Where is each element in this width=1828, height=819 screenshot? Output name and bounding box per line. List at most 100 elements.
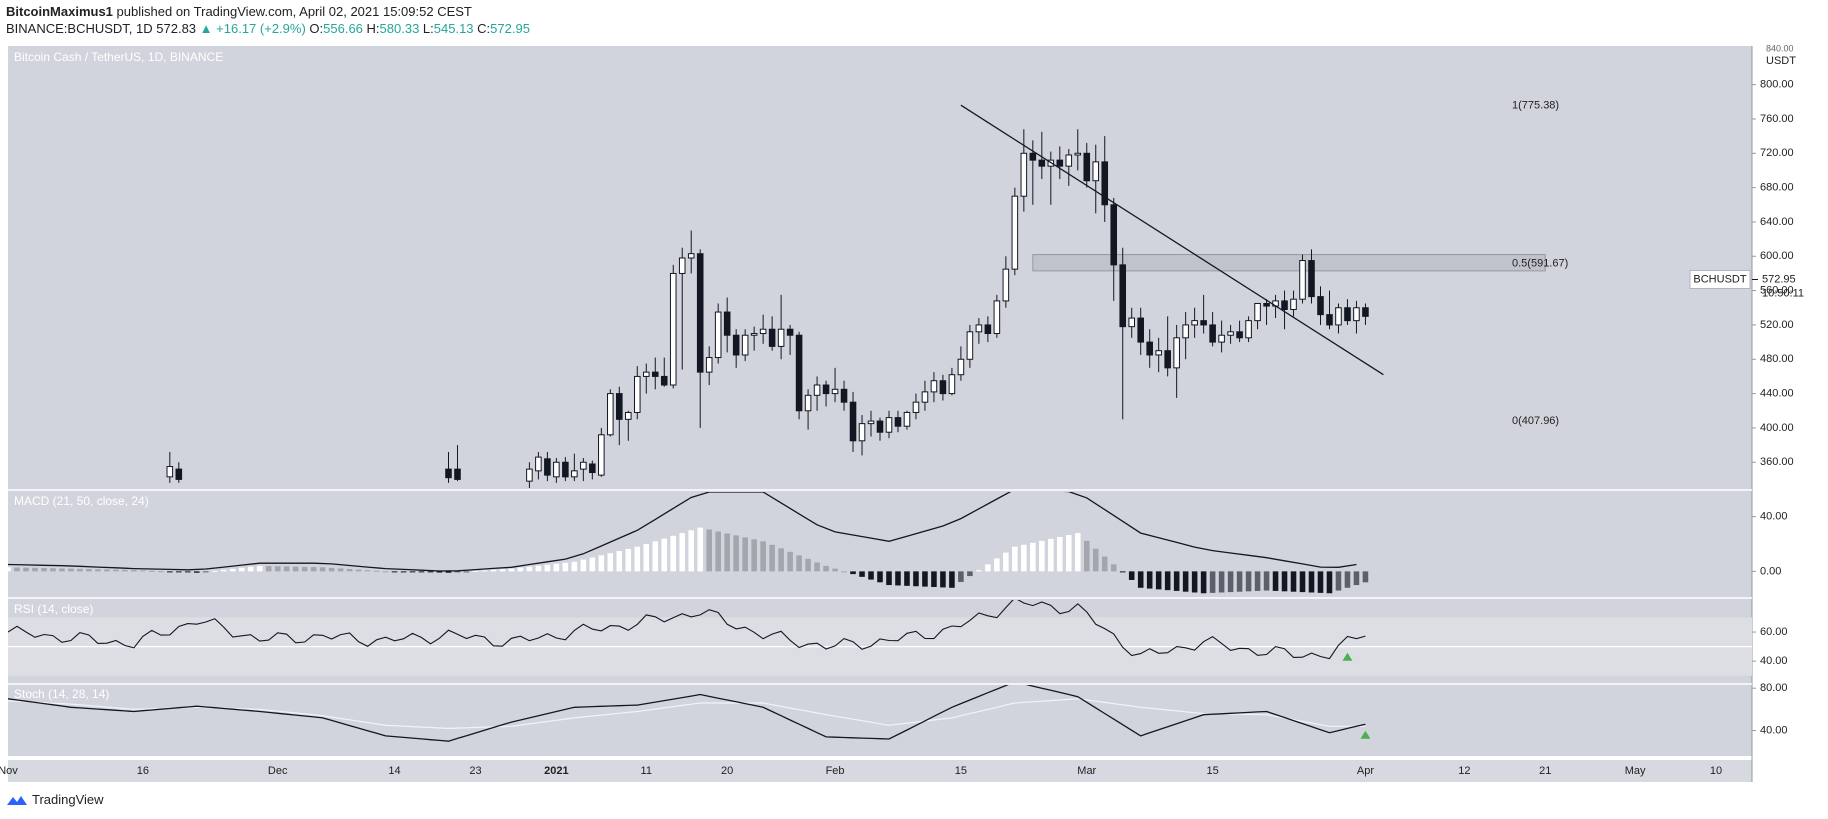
candle-body — [580, 461, 587, 470]
time-tick-label: 23 — [469, 765, 481, 777]
macd-pane-title: MACD (21, 50, close, 24) — [14, 494, 149, 508]
macd-histogram-bar — [1030, 542, 1036, 572]
macd-histogram-bar — [158, 571, 164, 573]
chart-canvas[interactable]: 360.00 400.00 440.00 480.00 520.00 560.00 600.… — [0, 42, 1828, 784]
macd-histogram-bar — [1362, 571, 1369, 583]
symbol-badge-label: BCHUSDT — [1693, 273, 1746, 285]
macd-histogram-bar — [1065, 535, 1072, 572]
macd-histogram-bar — [1254, 571, 1261, 591]
candle-body — [1299, 260, 1306, 300]
macd-histogram-bar — [1182, 571, 1189, 592]
macd-histogram-bar — [769, 544, 775, 572]
candle-body — [1209, 324, 1216, 343]
candle-body — [1137, 317, 1144, 343]
candle-body — [1227, 331, 1234, 336]
macd-histogram-bar — [895, 571, 901, 586]
macd-histogram-bar — [95, 569, 101, 572]
candle-body — [732, 334, 740, 356]
rsi-tick-label: 40.00 — [1760, 655, 1788, 667]
macd-histogram-bar — [949, 571, 955, 588]
macd-histogram-bar — [1021, 544, 1027, 572]
macd-histogram-bar — [499, 569, 506, 572]
time-tick-label: Feb — [826, 765, 845, 777]
macd-histogram-bar — [68, 568, 74, 572]
candle-body — [589, 463, 596, 474]
macd-histogram-bar — [1092, 548, 1099, 572]
macd-histogram-bar — [274, 566, 281, 572]
macd-histogram-bar — [760, 541, 766, 572]
macd-histogram-bar — [787, 551, 793, 572]
candle-body — [1236, 331, 1243, 339]
macd-histogram-bar — [346, 569, 353, 572]
high-label: H: — [366, 21, 380, 36]
macd-histogram-bar — [553, 563, 560, 572]
macd-histogram-bar — [733, 535, 739, 572]
macd-histogram-bar — [1164, 571, 1171, 591]
macd-histogram-bar — [292, 566, 299, 572]
candle-body — [598, 434, 605, 476]
price-tick-label: 680.00 — [1760, 182, 1794, 194]
macd-histogram-bar — [1083, 540, 1090, 572]
candle-body — [1056, 159, 1064, 167]
macd-histogram-bar — [1227, 571, 1234, 593]
rsi-bullish-divergence-marker — [1342, 652, 1353, 661]
candle-body — [1038, 159, 1046, 167]
candle-body — [1245, 320, 1252, 339]
macd-histogram-bar — [1003, 552, 1009, 572]
macd-histogram-bar — [670, 535, 677, 572]
macd-histogram-bar — [355, 569, 362, 572]
candle-body — [1101, 161, 1109, 206]
candle-body — [759, 328, 767, 335]
candle-body — [1335, 307, 1342, 326]
price-pane-title: Bitcoin Cash / TetherUS, 1D, BINANCE — [14, 50, 223, 64]
macd-histogram-bar — [167, 571, 173, 573]
symbol-badge — [1689, 269, 1751, 289]
footer-brand[interactable]: TradingView — [32, 792, 104, 807]
macd-histogram-bar — [364, 570, 371, 572]
macd-histogram-bar — [625, 548, 632, 572]
tradingview-logo-icon[interactable] — [6, 793, 28, 807]
time-tick-label: 20 — [721, 765, 733, 777]
candle-body — [1344, 307, 1351, 322]
candle-body — [984, 324, 992, 335]
macd-histogram-bar — [113, 569, 119, 572]
macd-histogram-bar — [841, 571, 847, 573]
macd-histogram-bar — [131, 570, 137, 572]
macd-histogram-bar — [823, 565, 829, 572]
macd-histogram-bar — [1039, 540, 1045, 572]
macd-histogram-bar — [50, 568, 56, 572]
macd-histogram-bar — [193, 571, 200, 573]
macd-histogram-bar — [319, 567, 326, 572]
macd-histogram-bar — [481, 570, 488, 572]
macd-histogram-bar — [1272, 571, 1279, 591]
candle-body — [544, 458, 551, 476]
footer: TradingView — [6, 792, 104, 807]
candle-body — [571, 470, 578, 478]
macd-histogram-bar — [211, 570, 218, 572]
author-name[interactable]: BitcoinMaximus1 — [6, 4, 113, 19]
macd-histogram-bar — [1263, 571, 1270, 591]
macd-histogram-bar — [418, 571, 425, 573]
fib-level-label: 0.5(591.67) — [1512, 257, 1568, 269]
candle-body — [1002, 268, 1010, 302]
candle-body — [894, 417, 902, 427]
candle-body — [1074, 152, 1082, 156]
descending-trendline — [960, 104, 1384, 376]
macd-histogram-bar — [1128, 571, 1135, 580]
macd-histogram-bar — [1155, 571, 1162, 590]
price-tick-label: 800.00 — [1760, 79, 1794, 91]
price-tick-label: 360.00 — [1760, 456, 1794, 468]
macd-histogram-bar — [1101, 556, 1108, 572]
macd-histogram-bar — [1245, 571, 1252, 592]
candle-body — [625, 411, 632, 420]
time-tick-label: 15 — [1206, 765, 1218, 777]
macd-histogram-bar — [661, 538, 668, 572]
candle-body — [553, 461, 560, 478]
macd-histogram-bar — [1218, 571, 1225, 593]
candle-body — [1065, 154, 1073, 167]
macd-histogram-bar — [1209, 571, 1216, 593]
price-tick-label: 440.00 — [1760, 387, 1794, 399]
candle-body — [786, 328, 794, 336]
candle-body — [930, 380, 938, 393]
macd-histogram-bar — [535, 565, 542, 572]
